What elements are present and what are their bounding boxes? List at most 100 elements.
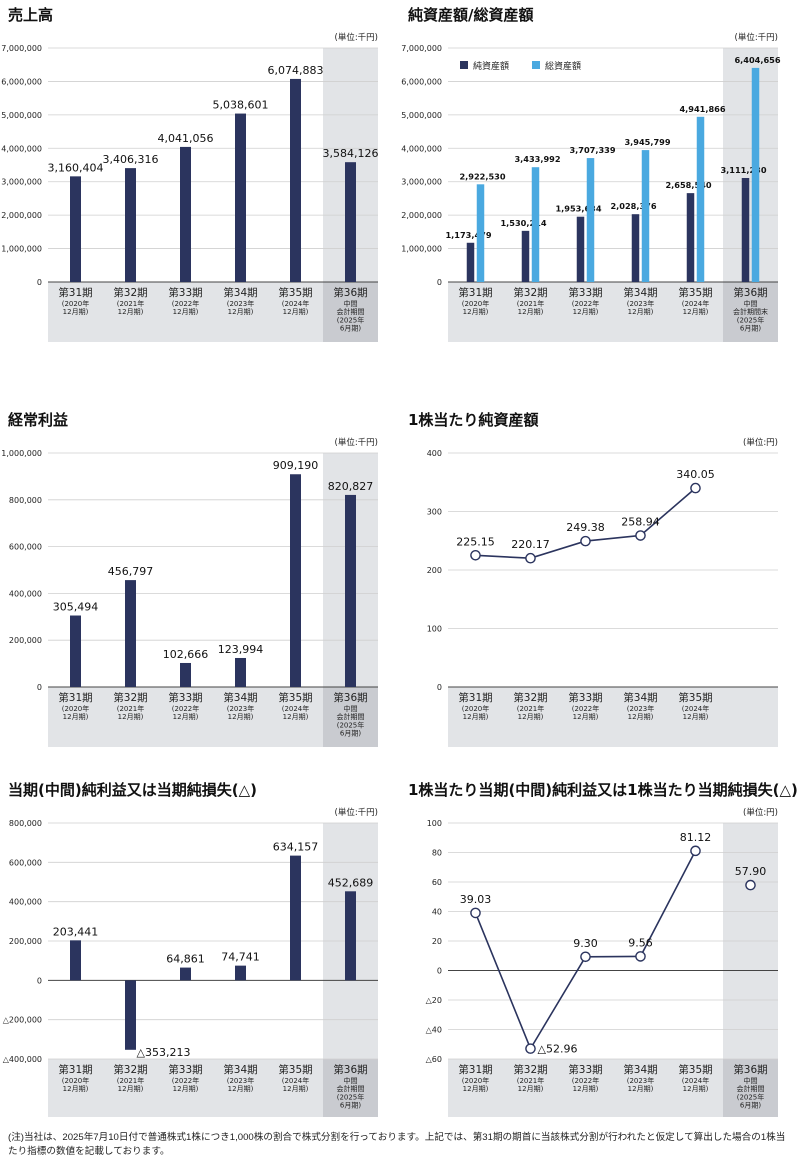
x-tick-sublabel: (2020年 bbox=[462, 299, 490, 308]
x-tick-sublabel: 12月期) bbox=[518, 713, 544, 721]
y-tick-label: 6,000,000 bbox=[401, 77, 442, 86]
chart-eps: 1株当たり当期(中間)純利益又は1株当たり当期純損失(△) (単位:円) △60 △4… bbox=[408, 781, 798, 1117]
bar bbox=[345, 891, 356, 981]
x-tick-sublabel: (2024年 bbox=[282, 1076, 310, 1085]
y-tick-label: 200 bbox=[427, 566, 442, 575]
x-tick-sublabel: 12月期) bbox=[628, 713, 654, 721]
data-label: 3,406,316 bbox=[103, 153, 159, 166]
x-tick-sublabel: 6月期) bbox=[740, 1102, 761, 1110]
x-tick-label: 第32期 bbox=[513, 691, 547, 704]
data-label: 258.94 bbox=[621, 516, 660, 529]
bar-net-assets bbox=[521, 230, 530, 282]
bar bbox=[180, 662, 191, 687]
x-tick-sublabel: 12月期) bbox=[118, 308, 144, 316]
x-tick-sublabel: 12月期) bbox=[173, 1085, 199, 1093]
x-tick-sublabel: (2023年 bbox=[627, 299, 655, 308]
y-tick-label: 100 bbox=[427, 819, 442, 828]
x-tick-sublabel: 中間 bbox=[344, 704, 358, 713]
interim-shade-band bbox=[323, 687, 378, 747]
x-tick-sublabel: 12月期) bbox=[628, 1085, 654, 1093]
y-tick-label: 5,000,000 bbox=[1, 111, 42, 120]
x-tick-sublabel: 12月期) bbox=[173, 713, 199, 721]
data-label: 820,827 bbox=[328, 480, 374, 493]
legend-swatch bbox=[460, 61, 468, 69]
data-label: 64,861 bbox=[166, 953, 205, 966]
x-tick-sublabel: 会計期間 bbox=[337, 712, 365, 721]
bar-net-assets bbox=[576, 216, 585, 282]
y-tick-label: 1,000,000 bbox=[401, 245, 442, 254]
x-tick-label: 第31期 bbox=[58, 691, 92, 704]
y-tick-label: △200,000 bbox=[3, 1016, 42, 1025]
chart-title: 純資産額/総資産額 bbox=[408, 6, 533, 24]
x-tick-sublabel: 12月期) bbox=[118, 713, 144, 721]
bar bbox=[290, 78, 301, 282]
unit-label: (単位:円) bbox=[743, 437, 778, 448]
x-tick-sublabel: (2023年 bbox=[227, 704, 255, 713]
legend-swatch bbox=[532, 61, 540, 69]
x-tick-label: 第34期 bbox=[623, 691, 657, 704]
x-tick-label: 第34期 bbox=[223, 1063, 257, 1076]
x-tick-label: 第36期 bbox=[333, 691, 367, 704]
x-tick-sublabel: 中間 bbox=[744, 1076, 758, 1085]
data-label: 3,945,799 bbox=[624, 137, 670, 147]
x-tick-sublabel: 12月期) bbox=[573, 308, 599, 316]
chart-title: 当期(中間)純利益又は当期純損失(△) bbox=[8, 781, 257, 799]
x-tick-sublabel: 会計期間末 bbox=[733, 307, 768, 316]
footnote: (注)当社は、2025年7月10日付で普通株式1株につき1,000株の割合で株式… bbox=[8, 1132, 786, 1157]
x-tick-sublabel: 中間 bbox=[744, 299, 758, 308]
x-tick-sublabel: (2025年 bbox=[337, 1092, 365, 1101]
x-tick-sublabel: (2022年 bbox=[572, 704, 600, 713]
data-label: 81.12 bbox=[680, 831, 712, 844]
y-tick-label: 800,000 bbox=[9, 496, 42, 505]
y-tick-label: 2,000,000 bbox=[401, 211, 442, 220]
x-tick-sublabel: 12月期) bbox=[683, 1085, 709, 1093]
x-tick-sublabel: 12月期) bbox=[63, 713, 89, 721]
unit-label: (単位:千円) bbox=[335, 807, 379, 818]
x-tick-sublabel: 会計期間 bbox=[337, 307, 365, 316]
y-tick-label: 20 bbox=[432, 937, 442, 946]
x-tick-sublabel: 12月期) bbox=[518, 308, 544, 316]
bar bbox=[125, 580, 136, 687]
x-tick-sublabel: (2025年 bbox=[337, 315, 365, 324]
x-tick-label: 第31期 bbox=[458, 1063, 492, 1076]
x-tick-sublabel: 6月期) bbox=[340, 325, 361, 333]
interim-shade bbox=[723, 48, 778, 282]
x-tick-sublabel: (2025年 bbox=[737, 1092, 765, 1101]
x-tick-sublabel: (2020年 bbox=[62, 704, 90, 713]
x-tick-sublabel: (2022年 bbox=[172, 299, 200, 308]
x-tick-label: 第31期 bbox=[58, 1063, 92, 1076]
y-tick-label: 0 bbox=[37, 278, 42, 287]
x-tick-sublabel: 6月期) bbox=[340, 730, 361, 738]
x-tick-sublabel: (2023年 bbox=[627, 1076, 655, 1085]
data-label: 225.15 bbox=[456, 535, 495, 548]
data-label: 74,741 bbox=[221, 951, 260, 964]
bar bbox=[290, 474, 301, 687]
unit-label: (単位:円) bbox=[743, 807, 778, 818]
bar bbox=[70, 176, 81, 282]
x-tick-sublabel: 12月期) bbox=[683, 713, 709, 721]
x-tick-label: 第33期 bbox=[568, 1063, 602, 1076]
bar bbox=[125, 168, 136, 282]
y-tick-label: 6,000,000 bbox=[1, 77, 42, 86]
unit-label: (単位:千円) bbox=[335, 437, 379, 448]
bar-net-assets bbox=[686, 193, 695, 282]
x-tick-sublabel: 12月期) bbox=[463, 713, 489, 721]
data-label: 3,111,230 bbox=[720, 165, 766, 175]
data-label: 220.17 bbox=[511, 538, 550, 551]
data-label: 340.05 bbox=[676, 468, 715, 481]
y-tick-label: 3,000,000 bbox=[1, 178, 42, 187]
x-tick-sublabel: (2020年 bbox=[462, 1076, 490, 1085]
data-label: 6,074,883 bbox=[268, 64, 324, 77]
bar-net-assets bbox=[631, 214, 640, 282]
y-tick-label: 300 bbox=[427, 508, 442, 517]
bar-total-assets bbox=[531, 167, 540, 282]
y-tick-label: 400,000 bbox=[9, 898, 42, 907]
chart-assets: 純資産額/総資産額 (単位:千円) 0 1,000,000 2,000,000 3,000… bbox=[401, 6, 781, 342]
x-tick-sublabel: 12月期) bbox=[463, 308, 489, 316]
bar-net-assets bbox=[741, 177, 750, 282]
data-point bbox=[470, 549, 481, 561]
y-tick-label: 40 bbox=[432, 908, 442, 917]
data-point bbox=[525, 1043, 536, 1054]
data-point bbox=[580, 535, 591, 547]
x-tick-sublabel: (2022年 bbox=[572, 299, 600, 308]
